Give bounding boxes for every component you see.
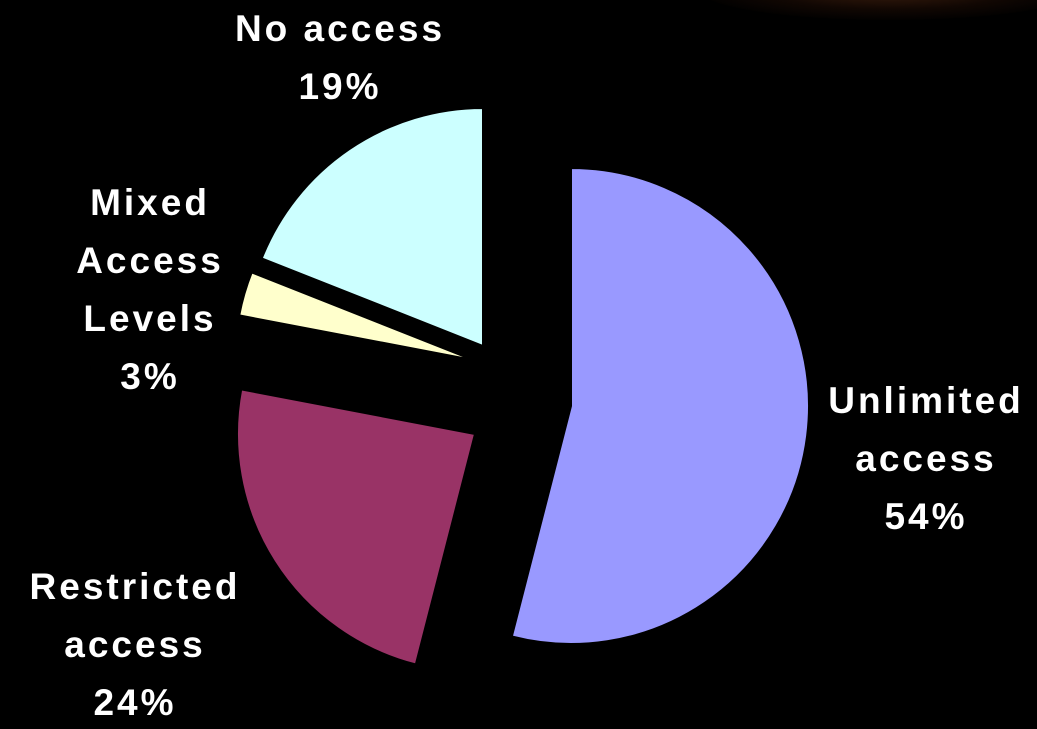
pie-slice-no-access [260,107,484,347]
label-no-access-line-2: 19% [298,66,382,107]
label-restricted-line-3: 24% [93,682,177,723]
label-unlimited-line-1: Unlimited [828,380,1024,421]
pie-slice-restricted-access [236,388,476,666]
background-glow [700,0,1037,20]
label-restricted-line-1: Restricted [29,566,241,607]
label-no-access: No access 19% [190,0,490,116]
label-restricted-line-2: access [64,624,206,665]
label-no-access-line-1: No access [234,8,446,49]
label-unlimited-access: Unlimited access 54% [815,372,1037,546]
label-unlimited-line-2: access [855,438,997,479]
label-mixed-access-levels: Mixed Access Levels 3% [45,174,255,406]
label-unlimited-line-3: 54% [884,496,968,537]
label-mixed-line-2: Access [76,240,224,281]
pie-slice-mixed-access-levels [238,271,474,361]
pie-slice-unlimited-access [510,167,810,645]
label-restricted-access: Restricted access 24% [10,558,260,729]
label-mixed-line-3: Levels [83,298,217,339]
label-mixed-line-4: 3% [120,356,180,397]
label-mixed-line-1: Mixed [90,182,210,223]
